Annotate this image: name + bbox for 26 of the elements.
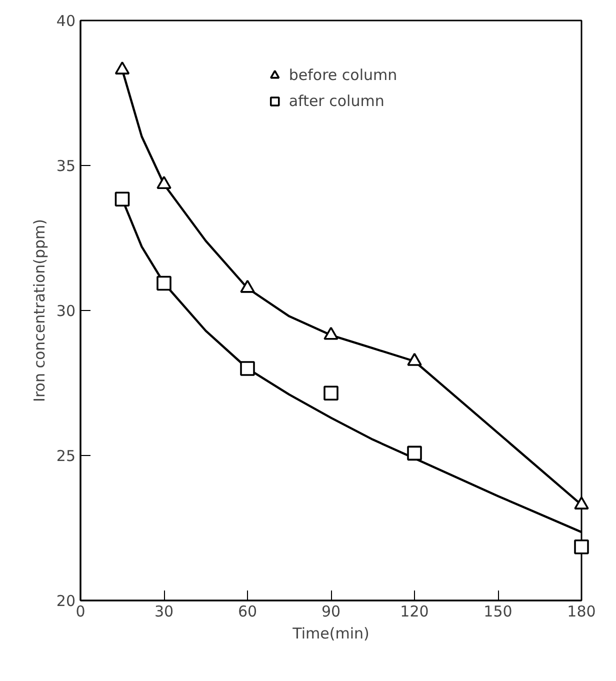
- y-tick-label: 30: [56, 302, 76, 320]
- x-tick-label: 0: [76, 602, 86, 620]
- point: [156, 176, 172, 190]
- y-tick-label: 20: [56, 592, 76, 610]
- point: [156, 276, 172, 291]
- x-tick-label: 150: [484, 602, 512, 620]
- point: [574, 539, 589, 554]
- x-tick-label: 180: [567, 602, 596, 620]
- y-tick-label: 25: [56, 447, 76, 465]
- x-tick-label: 120: [400, 602, 429, 620]
- y-tick-label: 40: [56, 12, 76, 30]
- point: [240, 280, 255, 293]
- point: [240, 361, 255, 376]
- point: [114, 61, 130, 74]
- y-tick-label: 35: [56, 157, 76, 175]
- point: [407, 352, 422, 366]
- y-axis-title: Iron concentration(ppm): [30, 219, 48, 402]
- legend-label: after column: [288, 92, 384, 110]
- point: [324, 386, 338, 401]
- legend-label: before column: [288, 66, 398, 84]
- point: [407, 446, 422, 461]
- x-tick-label: 60: [238, 602, 258, 620]
- x-axis-title: Time(min): [292, 624, 370, 642]
- x-tick-label: 90: [321, 602, 341, 620]
- x-tick-label: 30: [154, 602, 174, 620]
- point: [324, 326, 338, 340]
